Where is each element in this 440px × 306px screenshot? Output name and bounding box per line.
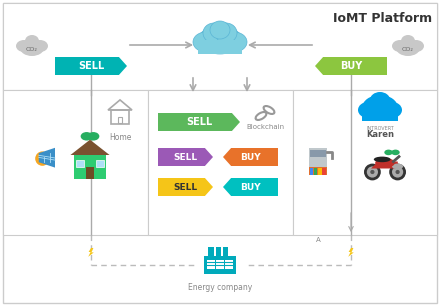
FancyBboxPatch shape [3,3,437,90]
Circle shape [88,134,92,139]
Text: BUY: BUY [340,61,362,71]
FancyBboxPatch shape [310,168,313,174]
Circle shape [389,164,406,181]
Text: A: A [315,237,320,243]
Ellipse shape [193,32,219,52]
Polygon shape [88,248,94,257]
Ellipse shape [382,102,402,118]
Ellipse shape [408,40,424,52]
FancyBboxPatch shape [86,167,94,179]
FancyBboxPatch shape [96,160,104,167]
Text: INTROVERT: INTROVERT [366,125,394,130]
Polygon shape [315,57,387,75]
Ellipse shape [198,26,242,54]
Circle shape [390,151,394,154]
Ellipse shape [221,32,247,52]
Text: Karen: Karen [366,129,394,139]
Ellipse shape [203,23,225,43]
Ellipse shape [25,35,39,47]
FancyBboxPatch shape [76,160,84,167]
Polygon shape [223,148,278,166]
Ellipse shape [375,158,395,168]
Circle shape [367,166,378,177]
Ellipse shape [20,40,44,56]
Ellipse shape [358,102,378,118]
Circle shape [35,151,50,166]
Text: CO₂: CO₂ [402,47,414,51]
FancyBboxPatch shape [223,247,228,257]
FancyBboxPatch shape [3,90,148,235]
Polygon shape [223,178,278,196]
FancyBboxPatch shape [148,90,293,235]
Ellipse shape [32,40,48,52]
Ellipse shape [215,23,237,43]
Text: BUY: BUY [240,152,261,162]
Ellipse shape [396,40,420,56]
Text: Blockchain: Blockchain [246,124,284,130]
Text: SELL: SELL [78,61,104,71]
Polygon shape [70,140,110,155]
FancyBboxPatch shape [314,168,317,174]
Polygon shape [39,148,55,168]
Ellipse shape [362,95,398,121]
Ellipse shape [401,35,415,47]
Ellipse shape [391,150,400,155]
Polygon shape [371,162,399,169]
Polygon shape [55,57,127,75]
Ellipse shape [392,40,408,52]
FancyBboxPatch shape [216,247,221,257]
Polygon shape [158,113,240,131]
Text: SELL: SELL [173,152,198,162]
FancyBboxPatch shape [207,259,215,269]
FancyBboxPatch shape [308,148,327,175]
FancyBboxPatch shape [293,90,437,235]
FancyBboxPatch shape [3,3,437,303]
FancyBboxPatch shape [216,259,224,269]
Text: BUY: BUY [240,182,261,192]
FancyBboxPatch shape [323,168,326,174]
Circle shape [396,170,400,174]
Polygon shape [158,178,213,196]
Text: SELL: SELL [173,182,198,192]
Ellipse shape [88,132,99,140]
Polygon shape [348,248,354,257]
FancyBboxPatch shape [362,108,398,121]
Text: IoMT Platform: IoMT Platform [333,12,432,25]
Text: CO₂: CO₂ [26,47,38,51]
Circle shape [392,166,403,177]
FancyBboxPatch shape [318,168,322,174]
FancyBboxPatch shape [308,167,327,175]
Ellipse shape [210,21,230,39]
Circle shape [370,170,374,174]
FancyBboxPatch shape [204,256,236,274]
Text: Energy company: Energy company [188,282,252,292]
FancyBboxPatch shape [225,259,233,269]
Circle shape [364,164,381,181]
Text: Home: Home [109,133,131,142]
FancyBboxPatch shape [74,155,106,179]
Ellipse shape [392,164,403,169]
FancyBboxPatch shape [198,40,242,54]
Ellipse shape [370,92,390,108]
Ellipse shape [16,40,32,52]
Polygon shape [158,148,213,166]
Ellipse shape [81,132,92,140]
FancyBboxPatch shape [208,247,214,257]
Ellipse shape [374,157,391,162]
Ellipse shape [384,150,392,155]
Text: SELL: SELL [186,117,212,127]
FancyBboxPatch shape [310,150,326,157]
